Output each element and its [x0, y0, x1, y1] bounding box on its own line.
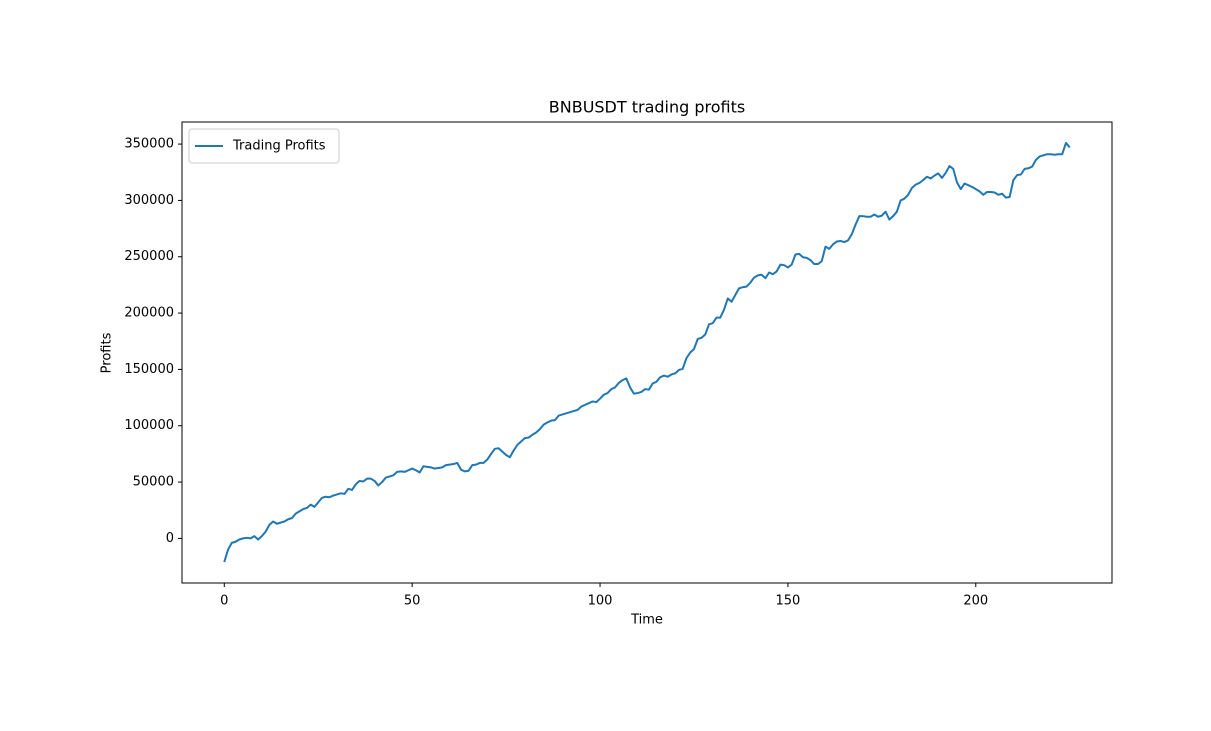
y-tick-label: 300000: [124, 193, 174, 208]
y-tick-label: 0: [166, 531, 174, 546]
x-tick-label: 200: [963, 594, 988, 609]
y-tick-label: 350000: [124, 137, 174, 152]
y-tick-label: 100000: [124, 418, 174, 433]
y-tick-label: 150000: [124, 362, 174, 377]
x-tick-label: 0: [220, 594, 228, 609]
x-axis-label: Time: [630, 613, 663, 628]
legend-box: [188, 128, 340, 164]
chart-title: BNBUSDT trading profits: [549, 98, 745, 117]
y-tick-label: 200000: [124, 306, 174, 321]
line-series: [223, 141, 1071, 563]
x-tick-label: 100: [588, 594, 613, 609]
legend-label: Trading Profits: [232, 139, 326, 154]
x-tick-label: 150: [775, 594, 800, 609]
x-tick-label: 50: [404, 594, 421, 609]
y-tick-label: 50000: [133, 475, 174, 490]
plot-frame: [181, 121, 1113, 584]
y-tick-label: 250000: [124, 249, 174, 264]
y-axis-label: Profits: [100, 332, 115, 373]
